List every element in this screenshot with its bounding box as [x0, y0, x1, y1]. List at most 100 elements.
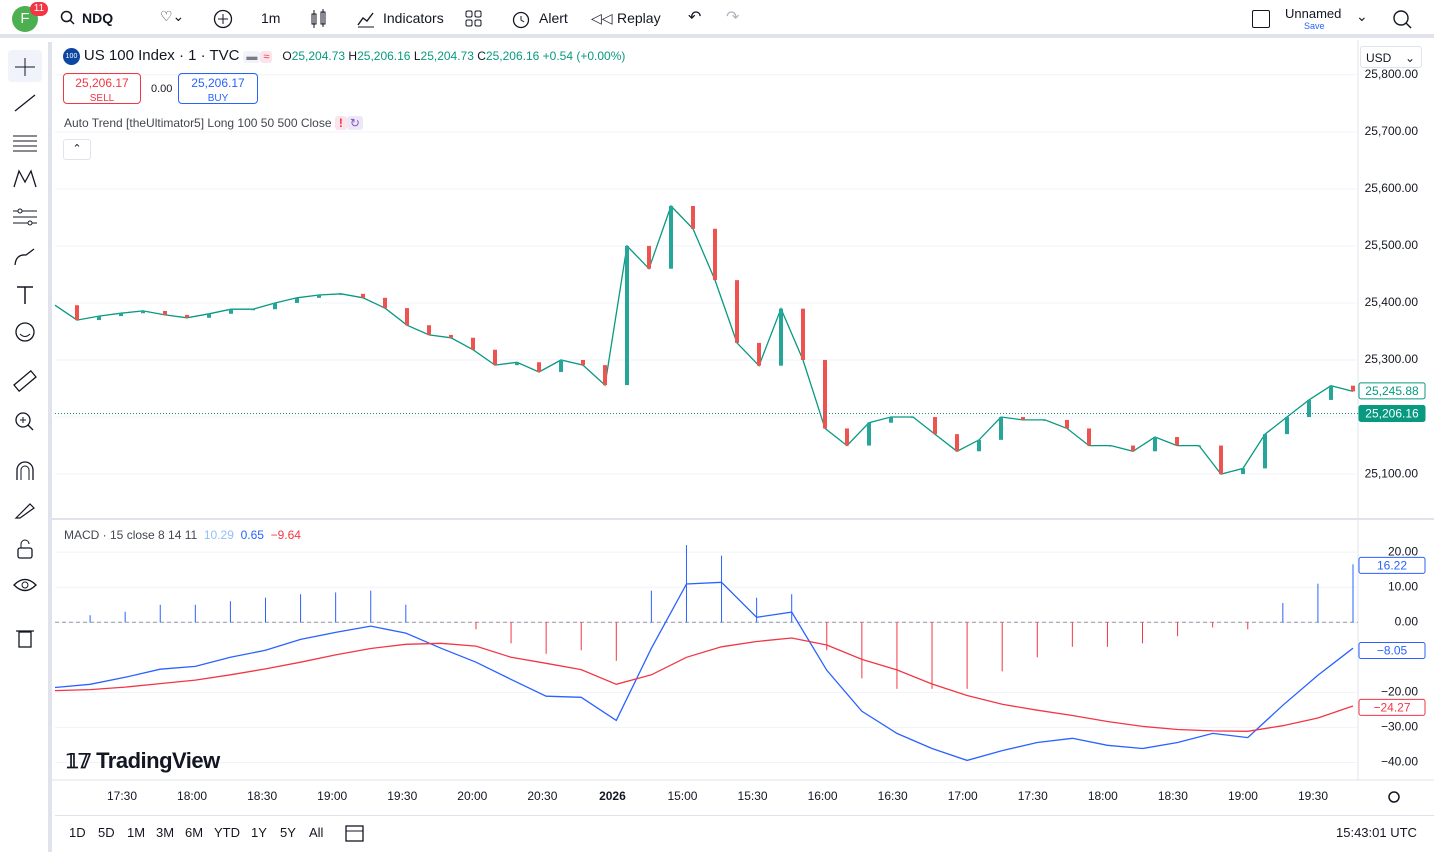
time-label: 19:30	[387, 789, 417, 803]
indicators[interactable]: Indicators	[383, 10, 444, 26]
range-button[interactable]: All	[309, 825, 324, 840]
alert-icon[interactable]	[510, 8, 532, 30]
collapse-button[interactable]: ⌃	[63, 139, 91, 160]
candle	[1263, 434, 1267, 469]
add-icon[interactable]	[213, 9, 233, 29]
forecast-tool[interactable]	[12, 206, 38, 228]
interval[interactable]: 1m	[261, 10, 281, 26]
candle	[229, 309, 233, 314]
time-label: 16:00	[808, 789, 838, 803]
exchange-badge: 100	[63, 47, 80, 65]
candle	[867, 422, 871, 446]
fib-tool[interactable]	[12, 132, 38, 154]
layout-name[interactable]: Unnamed	[1285, 6, 1342, 21]
candle	[691, 205, 695, 229]
candle	[559, 359, 563, 372]
crosshair-tool[interactable]	[12, 56, 38, 78]
range-button[interactable]: 3M	[156, 825, 175, 840]
y-tick-label: 25,300.00	[1365, 352, 1419, 366]
y-tick-label: 25,800.00	[1365, 67, 1419, 81]
candle	[603, 365, 607, 386]
candle	[273, 302, 277, 310]
warning-icon[interactable]: !	[334, 116, 347, 130]
date-range-icon[interactable]	[344, 822, 366, 844]
range-button[interactable]: 6M	[185, 825, 204, 840]
layout-save[interactable]: Save	[1304, 21, 1325, 31]
candle	[845, 428, 849, 446]
undo[interactable]: ↶	[688, 9, 702, 26]
buy-button[interactable]: 25,206.17 BUY	[178, 73, 258, 104]
settings-icon	[1388, 791, 1400, 803]
candle	[669, 205, 673, 269]
symbol[interactable]: NDQ	[82, 10, 114, 26]
reload-icon[interactable]: ↻	[346, 116, 363, 130]
candle-icon[interactable]	[310, 9, 328, 29]
range-button[interactable]: 1D	[69, 825, 86, 840]
bottom-bar: 15:43:01 UTC 1D 5D 1M 3M 6M YTD 1Y 5Y All	[55, 815, 1434, 853]
zoom-tool[interactable]	[12, 410, 38, 432]
indicators-icon[interactable]	[356, 9, 376, 29]
layout-icon[interactable]	[465, 10, 483, 28]
candle	[1065, 419, 1069, 429]
candle	[999, 417, 1003, 440]
range-button[interactable]: 5Y	[280, 825, 296, 840]
pattern-tool[interactable]	[12, 168, 38, 190]
candle	[1131, 445, 1135, 452]
macd-legend-macd: 0.65	[240, 528, 264, 542]
magnet-tool[interactable]	[12, 460, 38, 482]
ruler-tool[interactable]	[12, 370, 38, 392]
y-tick-label: 0.00	[1395, 614, 1419, 628]
candle	[647, 245, 651, 269]
buy-label: BUY	[207, 93, 229, 104]
emoji-tool[interactable]	[12, 321, 38, 343]
text-tool[interactable]	[12, 284, 38, 306]
price-line	[54, 204, 1354, 475]
symbol-title: US 100 Index · 1 · TVC	[83, 47, 240, 64]
watermark-text: TradingView	[96, 748, 220, 773]
range-button[interactable]: 1M	[127, 825, 146, 840]
range-button[interactable]: YTD	[214, 825, 240, 840]
brush-tool[interactable]	[12, 246, 38, 268]
delete-tool[interactable]	[12, 626, 38, 648]
change: +0.54 (+0.00%)	[542, 49, 626, 63]
alert[interactable]: Alert	[539, 10, 568, 26]
candle	[163, 310, 167, 315]
replay-icon[interactable]: ◁◁	[591, 10, 613, 26]
sell-button[interactable]: 25,206.17 SELL	[63, 73, 141, 104]
compare[interactable]: ♡⌄	[160, 8, 185, 24]
lock-draw-tool[interactable]	[12, 498, 38, 520]
candle	[801, 308, 805, 360]
price-label-box	[1358, 405, 1426, 423]
trendline-tool[interactable]	[12, 92, 38, 114]
clock[interactable]: 15:43:01 UTC	[1336, 825, 1417, 840]
candle	[185, 314, 189, 318]
y-tick-label: −40.00	[1381, 755, 1418, 769]
y-tick-label: −20.00	[1381, 685, 1418, 699]
lock-tool[interactable]	[12, 538, 38, 560]
candle	[295, 297, 299, 303]
currency-select[interactable]: USD ⌄	[1360, 46, 1422, 68]
time-label: 15:30	[738, 789, 768, 803]
snapshot-icon[interactable]	[1391, 8, 1413, 30]
redo[interactable]: ↷	[726, 9, 740, 26]
range-button[interactable]: 1Y	[251, 825, 267, 840]
layout-menu[interactable]: ⌄	[1356, 8, 1368, 24]
time-label: 18:00	[177, 789, 207, 803]
currency-caret: ⌄	[1404, 51, 1415, 65]
time-label: 17:30	[1018, 789, 1048, 803]
candle	[317, 294, 321, 298]
range-button[interactable]: 5D	[98, 825, 115, 840]
flag-2[interactable]: ≈	[260, 51, 273, 63]
replay[interactable]: Replay	[617, 10, 661, 26]
visibility-tool[interactable]	[12, 574, 38, 596]
macd-line	[54, 581, 1354, 762]
y-tick-label: 10.00	[1388, 579, 1418, 593]
watermark-logo: 𝟙𝟟	[66, 751, 91, 773]
layout-box[interactable]	[1252, 10, 1270, 28]
candle	[471, 337, 475, 350]
flag[interactable]: ▬	[243, 51, 261, 63]
candle	[735, 280, 739, 343]
macd-last-label-box	[1358, 641, 1426, 659]
